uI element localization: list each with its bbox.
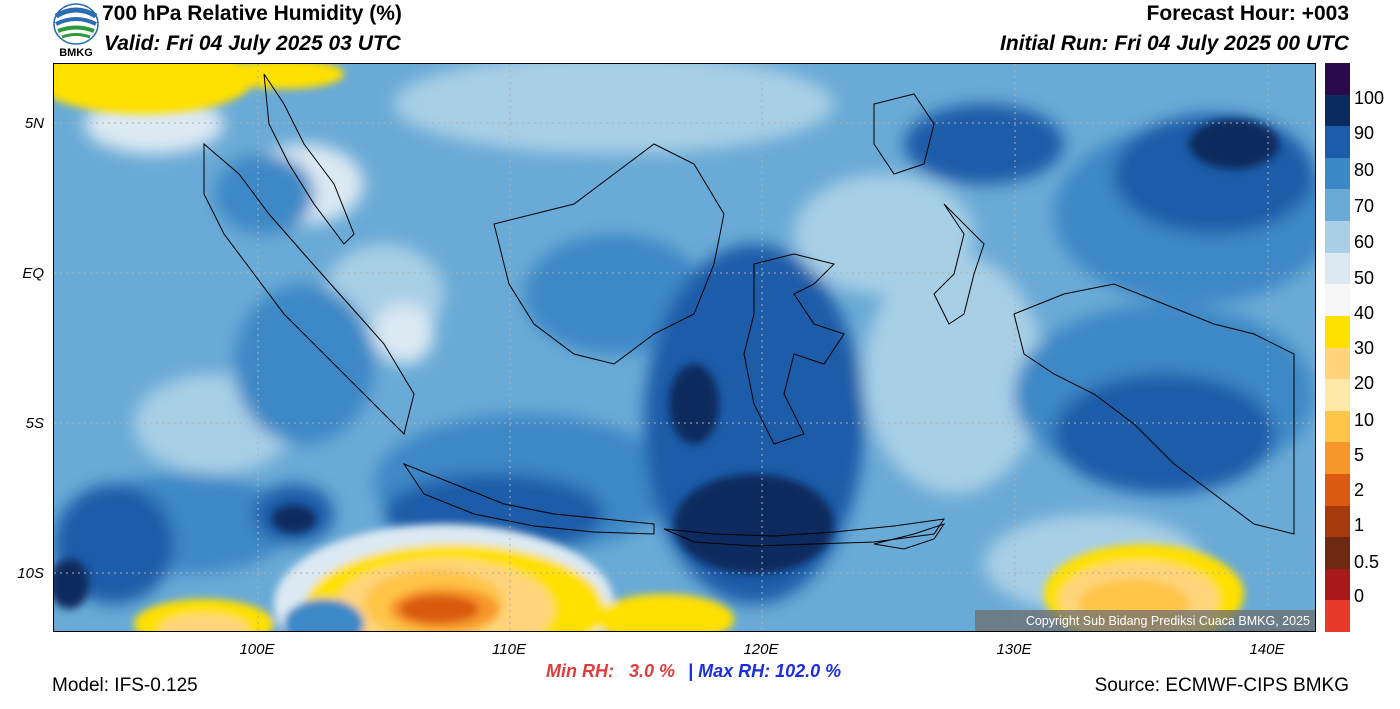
colorbar-segment — [1325, 410, 1350, 443]
forecast-hour: Forecast Hour: +003 — [1146, 2, 1350, 25]
lon-label-130e: 130E — [996, 641, 1032, 658]
graticule — [54, 64, 1315, 631]
colorbar-label: 30 — [1354, 338, 1375, 358]
lon-label-110e: 110E — [492, 641, 526, 658]
colorbar-label: 70 — [1354, 196, 1375, 216]
colorbar-segment — [1325, 473, 1350, 507]
model-name: Model: IFS-0.125 — [52, 675, 198, 696]
coastlines — [203, 73, 1295, 550]
colorbar-segment — [1325, 347, 1350, 380]
colorbar-segment — [1325, 568, 1350, 601]
colorbar-segment — [1325, 94, 1350, 127]
colorbar-label: 50 — [1354, 268, 1375, 288]
max-rh-label: Max RH: — [698, 661, 771, 681]
humidity-field — [54, 64, 1315, 631]
bmkg-logo — [52, 0, 100, 60]
initial-run: Initial Run: Fri 04 July 2025 00 UTC — [1000, 32, 1349, 55]
colorbar-label: 20 — [1354, 373, 1375, 393]
copyright-notice: Copyright Sub Bidang Prediksi Cuaca BMKG… — [975, 610, 1315, 631]
valid-time: Valid: Fri 04 July 2025 03 UTC — [104, 32, 401, 55]
rh-stats: Min RH: 3.0 % | Max RH: 102.0 % — [546, 661, 841, 682]
colorbar-label: 0 — [1354, 586, 1365, 606]
colorbar-segment — [1325, 284, 1350, 317]
min-rh-label: Min RH: — [546, 661, 614, 681]
chart-title: 700 hPa Relative Humidity (%) — [102, 2, 402, 25]
lat-label-5n: 5N — [24, 115, 44, 132]
colorbar-label: 80 — [1354, 160, 1375, 180]
colorbar-segment — [1325, 252, 1350, 285]
lon-label-140e: 140E — [1249, 641, 1285, 658]
colorbar-segment — [1325, 505, 1350, 538]
colorbar-segment — [1325, 221, 1350, 254]
colorbar-label: 100 — [1354, 88, 1385, 108]
colorbar-segment — [1325, 600, 1350, 633]
lat-label-5s: 5S — [25, 415, 44, 432]
colorbar-label: 60 — [1354, 232, 1375, 252]
colorbar-label: 0.5 — [1354, 552, 1380, 572]
colorbar-label: 40 — [1354, 303, 1375, 323]
stats-separator: | — [688, 661, 694, 681]
max-rh-value: 102.0 % — [775, 661, 842, 681]
humidity-map: Copyright Sub Bidang Prediksi Cuaca BMKG… — [53, 63, 1316, 632]
colorbar-segment — [1325, 63, 1350, 96]
colorbar-segment — [1325, 315, 1350, 348]
colorbar-label: 10 — [1354, 410, 1375, 430]
min-rh-value: 3.0 % — [629, 661, 676, 681]
lon-label-120e: 120E — [743, 641, 779, 658]
colorbar-label: 90 — [1354, 123, 1375, 143]
colorbar-segment — [1325, 157, 1350, 190]
bmkg-logo-icon — [53, 3, 99, 45]
colorbar-segment — [1325, 379, 1350, 412]
colorbar-segment — [1325, 442, 1350, 475]
colorbar-label: 1 — [1354, 515, 1365, 535]
colorbar-segment — [1325, 189, 1350, 222]
lat-label-10s: 10S — [17, 565, 44, 582]
logo-text: BMKG — [59, 47, 93, 59]
data-source: Source: ECMWF-CIPS BMKG — [1094, 675, 1349, 696]
colorbar — [1325, 63, 1350, 633]
colorbar-segment — [1325, 537, 1350, 570]
lat-label-eq: EQ — [22, 265, 44, 282]
lon-label-100e: 100E — [239, 641, 275, 658]
colorbar-label: 5 — [1354, 445, 1365, 465]
colorbar-label: 2 — [1354, 480, 1365, 500]
colorbar-segment — [1325, 126, 1350, 159]
